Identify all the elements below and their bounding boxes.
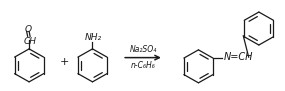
Text: O: O [25,25,32,34]
Text: Na₂SO₄: Na₂SO₄ [129,45,157,54]
Text: +: + [60,57,70,67]
Text: n-C₆H₆: n-C₆H₆ [131,61,155,70]
Text: CH: CH [24,37,36,46]
Text: N=CH: N=CH [224,52,254,62]
Text: NH₂: NH₂ [85,33,102,42]
